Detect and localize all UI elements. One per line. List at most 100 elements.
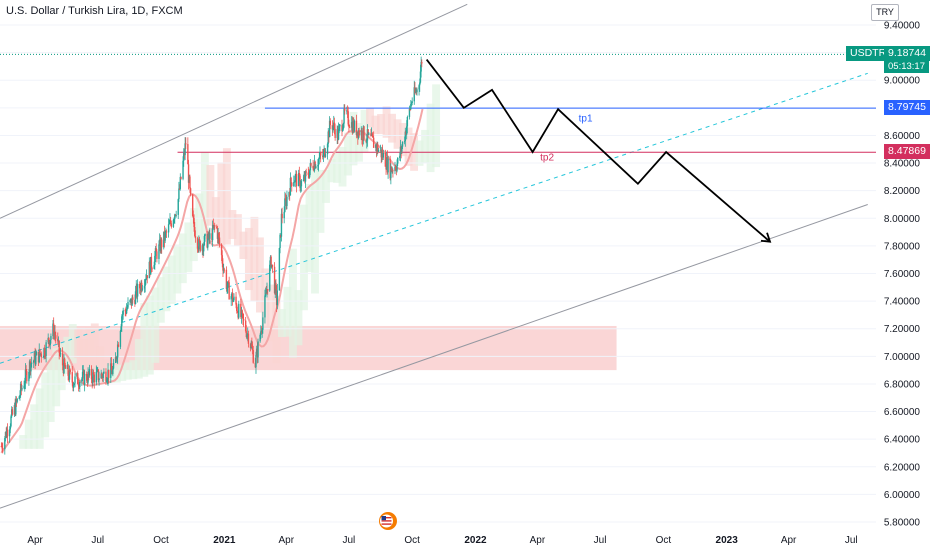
candle-body xyxy=(218,233,220,238)
candle-body xyxy=(18,396,20,399)
candle-body xyxy=(209,233,211,239)
candle-body xyxy=(300,186,302,188)
candle-body xyxy=(185,143,187,145)
candle-body xyxy=(333,122,336,129)
ichimoku-cloud xyxy=(68,324,77,364)
candle-body xyxy=(121,314,124,317)
candle-body xyxy=(326,143,329,155)
ichimoku-cloud xyxy=(19,435,28,449)
candle-body xyxy=(146,275,148,279)
candle-body xyxy=(165,231,168,233)
candle-body xyxy=(302,179,305,181)
candle-body xyxy=(86,373,88,381)
candle-body xyxy=(97,369,100,381)
candle-body xyxy=(112,362,115,369)
candle-body xyxy=(324,148,326,157)
candle-body xyxy=(366,129,369,141)
ichimoku-cloud xyxy=(162,266,171,312)
candle-body xyxy=(96,369,98,372)
candle-body xyxy=(328,120,331,138)
candle-body xyxy=(88,369,91,376)
candle-body xyxy=(174,214,176,220)
candle-body xyxy=(358,130,360,136)
ichimoku-cloud xyxy=(90,323,99,384)
channel-middle-line xyxy=(0,72,868,364)
candle-body xyxy=(136,284,139,297)
candle-body xyxy=(314,161,316,169)
candle-body xyxy=(286,196,288,207)
candle-body xyxy=(264,292,267,296)
candle-body xyxy=(158,244,160,259)
y-tick-label: 7.40000 xyxy=(884,297,921,308)
candle-body xyxy=(10,416,12,427)
candle-body xyxy=(289,177,292,196)
candle-body xyxy=(310,163,312,166)
candle-body xyxy=(392,170,394,172)
ichimoku-cloud xyxy=(189,208,198,262)
ichimoku-cloud xyxy=(134,339,143,379)
candle-body xyxy=(419,71,422,83)
candle-body xyxy=(396,163,398,171)
y-tick-label: 9.00000 xyxy=(884,76,921,87)
candle-body xyxy=(173,219,175,221)
ichimoku-cloud xyxy=(46,356,55,422)
candle-body xyxy=(105,371,107,382)
tp1-annotation: tp1 xyxy=(579,114,593,125)
ichimoku-cloud xyxy=(344,132,352,176)
candle-body xyxy=(150,256,153,269)
candle-body xyxy=(363,126,365,140)
candle-body xyxy=(329,120,332,126)
candle-body xyxy=(327,131,329,144)
chart-title: U.S. Dollar / Turkish Lira, 1D, FXCM xyxy=(6,5,183,17)
candle-body xyxy=(270,256,272,267)
ichimoku-cloud xyxy=(382,106,391,138)
candle-body xyxy=(341,128,344,132)
ichimoku-cloud xyxy=(316,169,325,233)
candle-body xyxy=(317,165,319,167)
candle-body xyxy=(293,182,295,186)
candle-body xyxy=(93,374,95,383)
candle-body xyxy=(35,355,37,365)
candle-body xyxy=(275,282,277,290)
candle-body xyxy=(387,158,389,173)
ichimoku-cloud xyxy=(294,290,303,346)
candle-body xyxy=(372,136,374,138)
ichimoku-cloud xyxy=(415,140,424,166)
candle-body xyxy=(222,263,224,271)
candle-body xyxy=(361,130,363,140)
bar-countdown: 05:13:17 xyxy=(884,61,929,74)
candle-body xyxy=(372,137,375,148)
candle-body xyxy=(337,128,340,140)
candle-body xyxy=(154,255,156,266)
candle-body xyxy=(81,371,84,379)
candle-body xyxy=(304,171,307,182)
candle-body xyxy=(72,384,75,388)
events-flag-icon[interactable] xyxy=(378,511,398,531)
ichimoku-cloud xyxy=(349,111,358,166)
candle-body xyxy=(366,140,368,142)
candle-body xyxy=(44,355,47,357)
candle-body xyxy=(319,152,322,156)
candle-body xyxy=(23,385,25,389)
candle-body xyxy=(232,299,234,302)
x-tick-label: Jul xyxy=(91,535,104,546)
ichimoku-cloud xyxy=(278,309,286,338)
candle-body xyxy=(95,371,98,383)
candle-body xyxy=(284,198,286,212)
ichimoku-cloud xyxy=(156,277,165,323)
candle-body xyxy=(106,379,109,382)
candle-body xyxy=(138,284,141,289)
candle-body xyxy=(61,353,64,366)
candle-body xyxy=(124,310,126,312)
candle-body xyxy=(338,126,340,129)
candle-body xyxy=(42,356,45,358)
forecast-arrowhead xyxy=(760,232,772,243)
candle-body xyxy=(262,317,264,330)
candle-body xyxy=(421,62,423,64)
currency-button[interactable]: TRY xyxy=(871,4,899,21)
ichimoku-cloud xyxy=(140,302,149,377)
candle-body xyxy=(73,383,76,385)
candle-body xyxy=(298,173,301,176)
candle-body xyxy=(69,369,71,373)
